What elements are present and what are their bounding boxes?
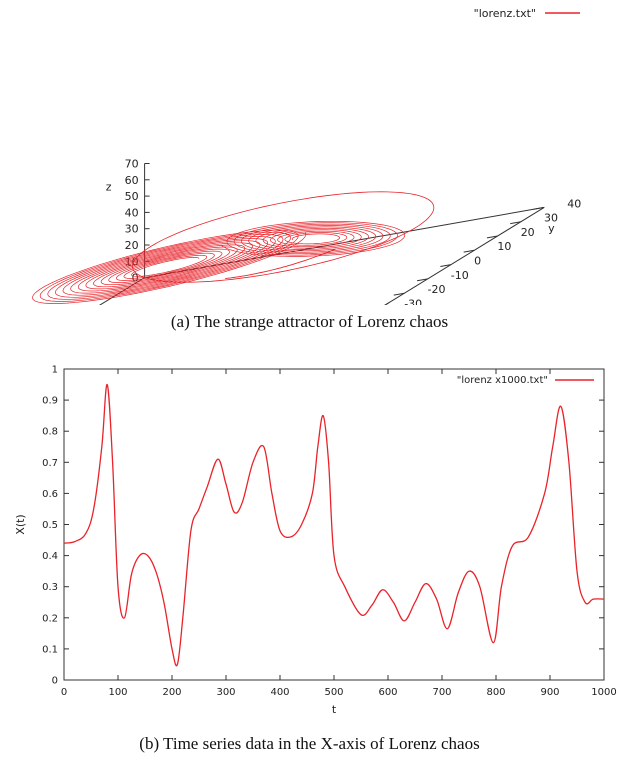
y-tick-label: 10 bbox=[497, 240, 511, 253]
y-tick-label: 0.1 bbox=[42, 644, 58, 655]
y-tick-label: -20 bbox=[427, 283, 445, 296]
x-tick-label: 800 bbox=[486, 687, 505, 698]
x-tick-label: 1000 bbox=[591, 687, 616, 698]
time-series-plot: 0 100 200 300 400 500 600 700 800 900 1000 0 0.1 0.2 0… bbox=[14, 365, 617, 717]
x-tick-label: 100 bbox=[108, 687, 127, 698]
z-tick-label: 70 bbox=[125, 158, 139, 171]
attractor-outer-loop bbox=[132, 191, 435, 283]
y-tick-label: -30 bbox=[404, 297, 422, 305]
time-series-figure: 0 100 200 300 400 500 600 700 800 900 1000 0 0.1 0.2 0… bbox=[0, 335, 619, 720]
x-tick-label: 400 bbox=[270, 687, 289, 698]
z-tick-label: 40 bbox=[125, 206, 139, 219]
y-axis-label: X(t) bbox=[14, 514, 27, 534]
y-tick-label: 0.5 bbox=[42, 520, 58, 531]
y-tick bbox=[440, 264, 452, 267]
y-axis-line bbox=[380, 206, 545, 308]
plot-frame bbox=[63, 368, 605, 681]
x-tick-label: 600 bbox=[378, 687, 397, 698]
y-tick-label: 20 bbox=[521, 226, 535, 239]
z-tick-label: 60 bbox=[125, 174, 139, 187]
y-tick-label: 30 bbox=[544, 212, 558, 225]
y-tick-label: 0.6 bbox=[42, 489, 58, 500]
x-tick bbox=[380, 302, 390, 308]
y-tick-label: 0.3 bbox=[42, 582, 58, 593]
y-tick-label: 0.4 bbox=[42, 551, 58, 562]
y-tick-label: 0.8 bbox=[42, 427, 58, 438]
z-tick-label: 50 bbox=[125, 190, 139, 203]
y-tick bbox=[463, 249, 475, 253]
x-tick-label: 700 bbox=[432, 687, 451, 698]
y-tick-label: 40 bbox=[567, 197, 581, 210]
legend-label: "lorenz.txt" bbox=[474, 7, 536, 20]
x-tick-label: 900 bbox=[540, 687, 559, 698]
y-tick bbox=[393, 292, 405, 296]
series-line-x bbox=[63, 383, 605, 667]
y-axis-label: y bbox=[548, 222, 555, 235]
x-tick-label: 500 bbox=[324, 687, 343, 698]
y-tick bbox=[510, 221, 521, 225]
y-tick-label: 0.7 bbox=[42, 458, 58, 469]
y-tick-label: 0 bbox=[474, 255, 481, 268]
y-tick-label: -10 bbox=[451, 269, 469, 282]
attractor-plot: -20-15-10-50510152025x-30-20-10010203040… bbox=[0, 7, 581, 383]
z-axis-label: z bbox=[106, 180, 112, 193]
y-tick-label: 0.2 bbox=[42, 613, 58, 624]
attractor-wing-right bbox=[220, 220, 406, 257]
y-tick-label: 1 bbox=[52, 365, 58, 376]
x-tick-label: 200 bbox=[162, 687, 181, 698]
x-tick-label: 300 bbox=[216, 687, 235, 698]
z-tick-label: 30 bbox=[125, 223, 139, 236]
attractor-tail bbox=[225, 248, 336, 280]
caption-attractor: (a) The strange attractor of Lorenz chao… bbox=[170, 312, 449, 331]
lorenz-attractor-figure: -20-15-10-50510152025x-30-20-10010203040… bbox=[0, 0, 619, 383]
z-tick-label: 20 bbox=[125, 239, 139, 252]
y-tick bbox=[533, 206, 545, 210]
caption-time-series: (b) Time series data in the X-axis of Lo… bbox=[139, 734, 480, 753]
attractor-wing-left bbox=[32, 229, 307, 304]
y-tick-label: 0.9 bbox=[42, 396, 58, 407]
x-axis-label: t bbox=[332, 703, 337, 716]
x-tick-label: 0 bbox=[61, 687, 67, 698]
y-tick bbox=[486, 235, 498, 239]
legend-label: "lorenz x1000.txt" bbox=[457, 375, 548, 386]
y-tick-label: 0 bbox=[52, 676, 58, 687]
y-tick bbox=[416, 278, 428, 282]
